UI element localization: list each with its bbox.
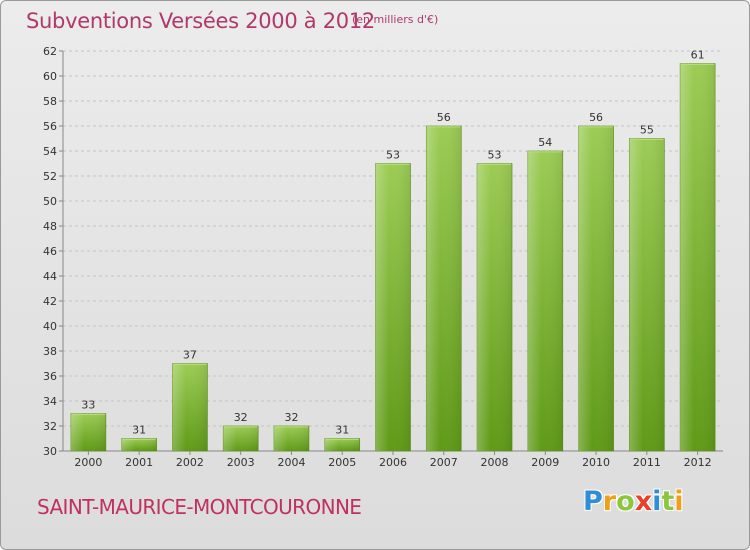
chart-subtitle: (en milliers d'€) bbox=[352, 13, 439, 26]
value-label-2009: 54 bbox=[538, 136, 552, 149]
x-tick-label-2000: 2000 bbox=[74, 456, 102, 469]
y-tick-label: 36 bbox=[43, 370, 57, 383]
bar-shade-2011 bbox=[629, 138, 665, 451]
bar-shade-2007 bbox=[426, 126, 462, 451]
bar-shade-2008 bbox=[477, 163, 513, 451]
y-tick-label: 34 bbox=[43, 395, 57, 408]
bar-shade-2005 bbox=[324, 438, 360, 451]
bar-shade-2009 bbox=[527, 151, 563, 451]
bar-shade-2010 bbox=[578, 126, 614, 451]
x-tick-label-2001: 2001 bbox=[125, 456, 153, 469]
x-tick-label-2007: 2007 bbox=[430, 456, 458, 469]
x-tick-label-2008: 2008 bbox=[481, 456, 509, 469]
y-tick-label: 62 bbox=[43, 45, 57, 58]
x-tick-label-2011: 2011 bbox=[633, 456, 661, 469]
x-tick-label-2004: 2004 bbox=[277, 456, 305, 469]
value-label-2004: 32 bbox=[284, 411, 298, 424]
x-tick-label-2002: 2002 bbox=[176, 456, 204, 469]
x-tick-label-2003: 2003 bbox=[227, 456, 255, 469]
x-tick-label-2006: 2006 bbox=[379, 456, 407, 469]
y-tick-label: 42 bbox=[43, 295, 57, 308]
value-label-2006: 53 bbox=[386, 149, 400, 162]
proxiti-logo[interactable]: Proxiti bbox=[583, 486, 684, 517]
y-tick-label: 50 bbox=[43, 195, 57, 208]
y-tick-label: 58 bbox=[43, 95, 57, 108]
bar-shade-2006 bbox=[375, 163, 411, 451]
x-tick-label-2010: 2010 bbox=[582, 456, 610, 469]
value-label-2001: 31 bbox=[132, 424, 146, 437]
bar-shade-2001 bbox=[121, 438, 157, 451]
value-label-2002: 37 bbox=[183, 349, 197, 362]
x-tick-label-2005: 2005 bbox=[328, 456, 356, 469]
y-tick-label: 56 bbox=[43, 120, 57, 133]
chart-title: Subventions Versées 2000 à 2012 bbox=[26, 9, 375, 33]
y-tick-label: 32 bbox=[43, 420, 57, 433]
x-axis: 2000 2001 2002 2003 2004 2005 2006 2007 2008 2009… bbox=[74, 451, 712, 469]
value-label-2005: 31 bbox=[335, 424, 349, 437]
value-label-2010: 56 bbox=[589, 111, 603, 124]
bar-shade-2002 bbox=[172, 363, 208, 451]
y-tick-label: 60 bbox=[43, 70, 57, 83]
y-tick-label: 54 bbox=[43, 145, 57, 158]
y-tick-label: 40 bbox=[43, 320, 57, 333]
value-label-2008: 53 bbox=[488, 149, 502, 162]
bars: 33 31 37 32 32 31 53 56 53 54 56 55 61 bbox=[70, 49, 716, 452]
y-tick-label: 48 bbox=[43, 220, 57, 233]
bar-shade-2003 bbox=[223, 426, 259, 451]
y-tick-label: 52 bbox=[43, 170, 57, 183]
bar-shade-2012 bbox=[680, 63, 716, 451]
y-tick-label: 46 bbox=[43, 245, 57, 258]
y-tick-label: 44 bbox=[43, 270, 57, 283]
value-label-2007: 56 bbox=[437, 111, 451, 124]
value-label-2003: 32 bbox=[234, 411, 248, 424]
x-tick-label-2009: 2009 bbox=[531, 456, 559, 469]
bar-shade-2000 bbox=[70, 413, 106, 451]
y-tick-label: 38 bbox=[43, 345, 57, 358]
value-label-2012: 61 bbox=[691, 49, 705, 62]
value-label-2011: 55 bbox=[640, 124, 654, 137]
x-tick-label-2012: 2012 bbox=[684, 456, 712, 469]
place-name: SAINT-MAURICE-MONTCOURONNE bbox=[37, 495, 362, 519]
value-label-2000: 33 bbox=[81, 399, 95, 412]
y-tick-label: 30 bbox=[43, 445, 57, 458]
bar-shade-2004 bbox=[273, 426, 309, 451]
